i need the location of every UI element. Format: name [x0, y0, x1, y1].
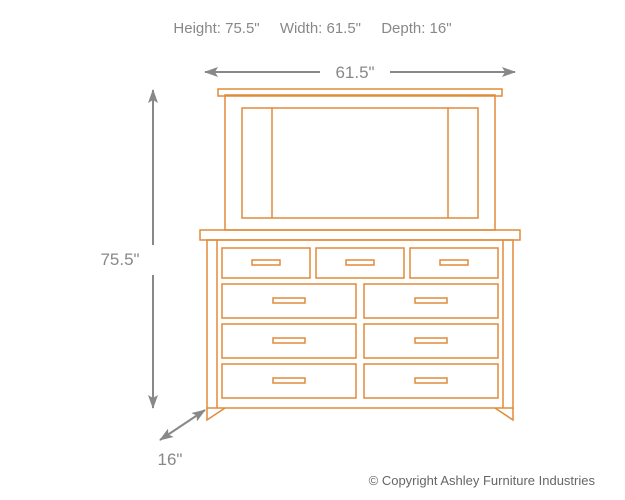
height-arrow: 75.5"	[100, 90, 153, 408]
width-callout: 61.5"	[335, 63, 374, 82]
copyright-text: © Copyright Ashley Furniture Industries	[369, 473, 595, 488]
width-arrow: 61.5"	[205, 63, 515, 82]
depth-arrow: 16"	[158, 410, 205, 469]
depth-callout: 16"	[158, 450, 183, 469]
diagram-container: Height: 75.5" Width: 61.5" Depth: 16" 61…	[0, 0, 625, 500]
furniture-diagram: 61.5" 75.5" 16"	[0, 0, 625, 500]
height-callout: 75.5"	[100, 250, 139, 269]
dresser-outline	[200, 230, 520, 420]
mirror-outline	[218, 89, 502, 230]
